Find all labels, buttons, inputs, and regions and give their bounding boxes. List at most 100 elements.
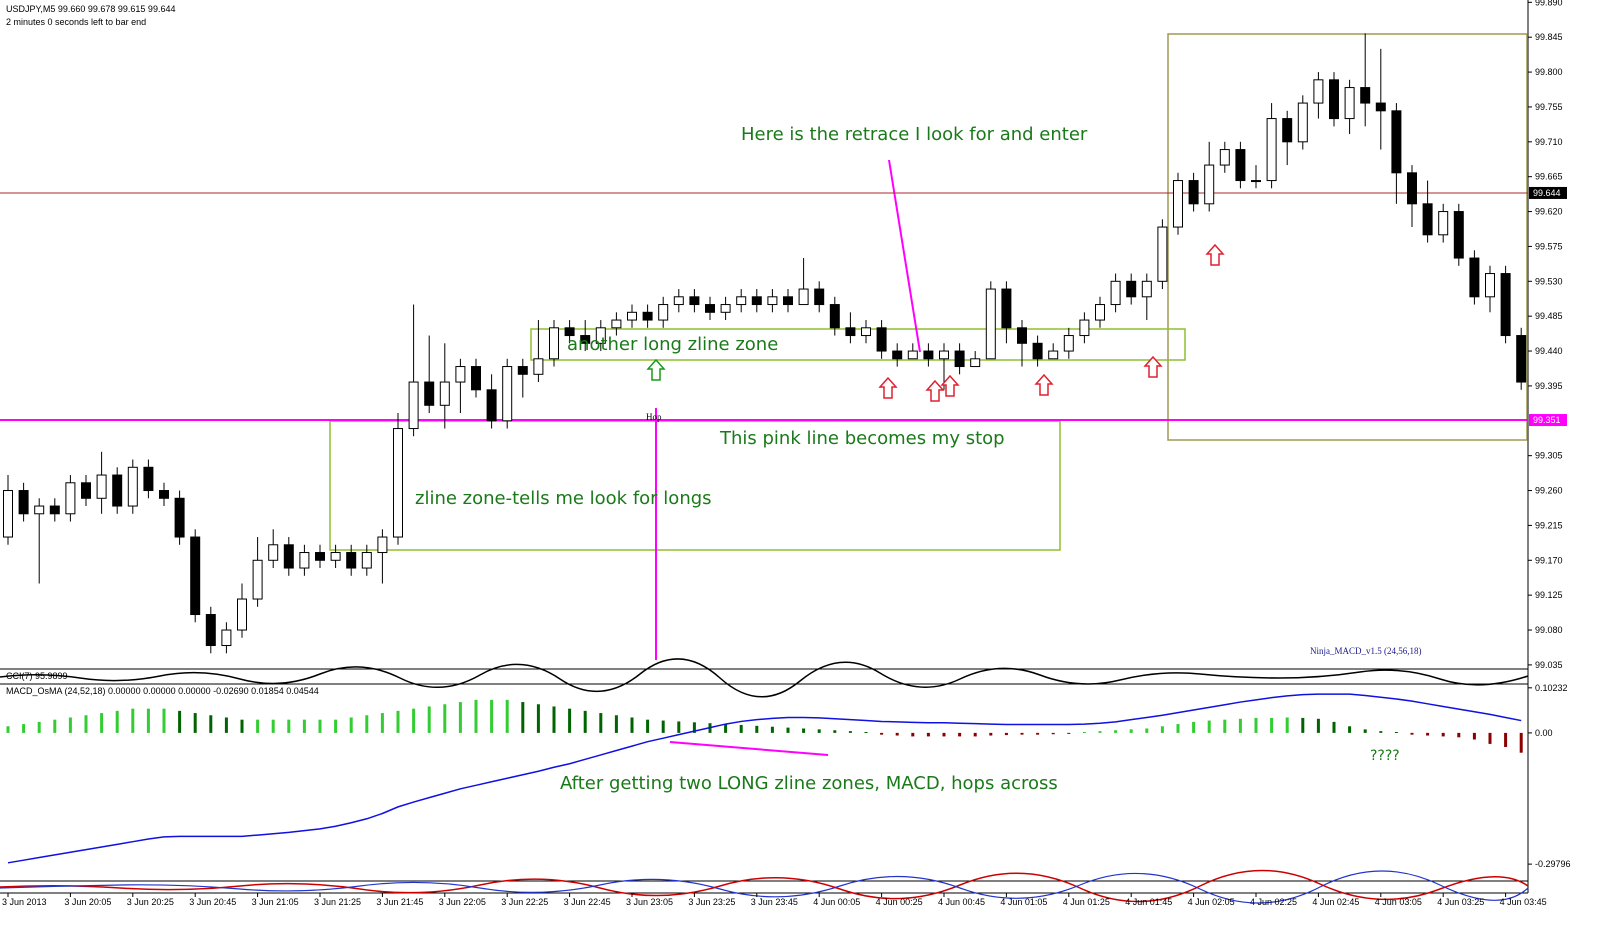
candle-body: [471, 366, 481, 391]
candle-body: [689, 296, 700, 306]
histogram-bar: [630, 717, 634, 733]
histogram-bar: [692, 722, 696, 733]
candle-body: [751, 296, 762, 306]
candle-body: [1017, 327, 1027, 344]
histogram-bar: [209, 715, 213, 733]
candle-body: [970, 358, 981, 368]
candle-body: [190, 536, 201, 616]
candle-body: [3, 490, 13, 538]
histogram-bar: [1176, 724, 1180, 733]
histogram-bar: [53, 719, 57, 733]
x-tick-label: 4 Jun 03:05: [1375, 897, 1422, 907]
candle-body: [595, 327, 606, 344]
candle-body: [1173, 180, 1183, 228]
candle-body: [1079, 319, 1090, 337]
y-tick-label: -0.29796: [1535, 859, 1571, 869]
histogram-bar: [162, 708, 166, 733]
cci-label: CCI(7) 95.9899: [6, 671, 68, 681]
histogram-bar: [552, 706, 556, 733]
histogram-bar: [739, 724, 743, 733]
x-tick-label: 3 Jun 22:45: [564, 897, 611, 907]
candle-body: [705, 304, 715, 313]
candle-body: [299, 552, 310, 569]
y-tick-label: 99.440: [1535, 346, 1563, 356]
candle-body: [1469, 257, 1480, 298]
annotation: Ninja_MACD_v1.5 (24,56,18): [1310, 646, 1422, 656]
y-tick-label: 99.575: [1535, 241, 1563, 251]
histogram-bar: [474, 699, 478, 733]
candle-body: [939, 350, 949, 360]
y-tick-label: 99.305: [1535, 451, 1563, 461]
candle-body: [861, 327, 871, 337]
x-tick-label: 4 Jun 00:25: [876, 897, 923, 907]
candle-body: [1297, 102, 1308, 143]
histogram-bar: [1316, 718, 1320, 733]
candle-body: [346, 552, 357, 569]
histogram-bar: [1114, 730, 1118, 733]
annotation: Here is the retrace I look for and enter: [741, 124, 1088, 145]
candle-body: [1407, 172, 1417, 205]
y-tick-label: 99.845: [1535, 32, 1563, 42]
histogram-bar: [1285, 717, 1289, 733]
x-tick-label: 4 Jun 02:05: [1188, 897, 1235, 907]
pointer-line: [888, 159, 921, 353]
arrow-icon: [925, 379, 945, 402]
candle-body: [1141, 280, 1152, 298]
candle-body: [283, 544, 294, 569]
arrow-icon: [940, 374, 960, 397]
candle-body: [549, 327, 559, 360]
zone-box: [530, 328, 1186, 361]
histogram-bar: [724, 724, 728, 733]
cci-line: [0, 658, 1529, 698]
candle-body: [1032, 342, 1043, 360]
histogram-bar: [256, 719, 260, 733]
histogram-bar: [1410, 732, 1414, 735]
histogram-bar: [490, 699, 494, 733]
candle-body: [424, 381, 435, 406]
candle-body: [96, 474, 107, 499]
candle-body: [361, 552, 372, 569]
histogram-bar: [240, 719, 244, 733]
candle-body: [814, 288, 825, 306]
histogram-bar: [1051, 732, 1055, 735]
histogram-bar: [1020, 732, 1024, 735]
candle-body: [268, 544, 279, 561]
y-tick-label: 99.620: [1535, 207, 1563, 217]
candle-body: [1313, 79, 1324, 104]
y-tick-label: 99.485: [1535, 311, 1563, 321]
candle-body: [455, 366, 466, 383]
histogram-bar: [833, 730, 837, 733]
x-tick-label: 4 Jun 03:45: [1500, 897, 1547, 907]
x-tick-label: 3 Jun 21:45: [376, 897, 423, 907]
candle-body: [1188, 180, 1199, 205]
candle-body: [642, 311, 653, 321]
x-tick-label: 3 Jun 23:45: [751, 897, 798, 907]
x-tick-label: 4 Jun 02:25: [1250, 897, 1297, 907]
candle-body: [829, 304, 840, 329]
x-tick-label: 4 Jun 00:45: [938, 897, 985, 907]
candle-body: [1344, 87, 1355, 120]
histogram-bar: [1488, 732, 1492, 744]
histogram-bar: [1301, 717, 1305, 733]
y-tick-label: 99.890: [1535, 0, 1563, 7]
candle-body: [315, 552, 325, 561]
candle-body: [1453, 211, 1464, 259]
histogram-bar: [1160, 726, 1164, 733]
candle-body: [237, 598, 247, 631]
x-tick-label: 3 Jun 20:05: [64, 897, 111, 907]
candle-body: [393, 428, 403, 538]
candle-body: [1157, 226, 1168, 282]
x-tick-label: 3 Jun 22:05: [439, 897, 486, 907]
candle-body: [81, 482, 91, 499]
candle-body: [377, 536, 388, 554]
candle-body: [783, 296, 793, 306]
histogram-bar: [1332, 721, 1336, 733]
arrow-icon: [1205, 243, 1225, 266]
histogram-bar: [412, 708, 416, 733]
histogram-bar: [68, 717, 72, 733]
candle-body: [143, 466, 154, 492]
candle-body: [907, 350, 918, 360]
histogram-bar: [1004, 732, 1008, 736]
histogram-bar: [349, 717, 353, 733]
candle-body: [127, 466, 138, 507]
